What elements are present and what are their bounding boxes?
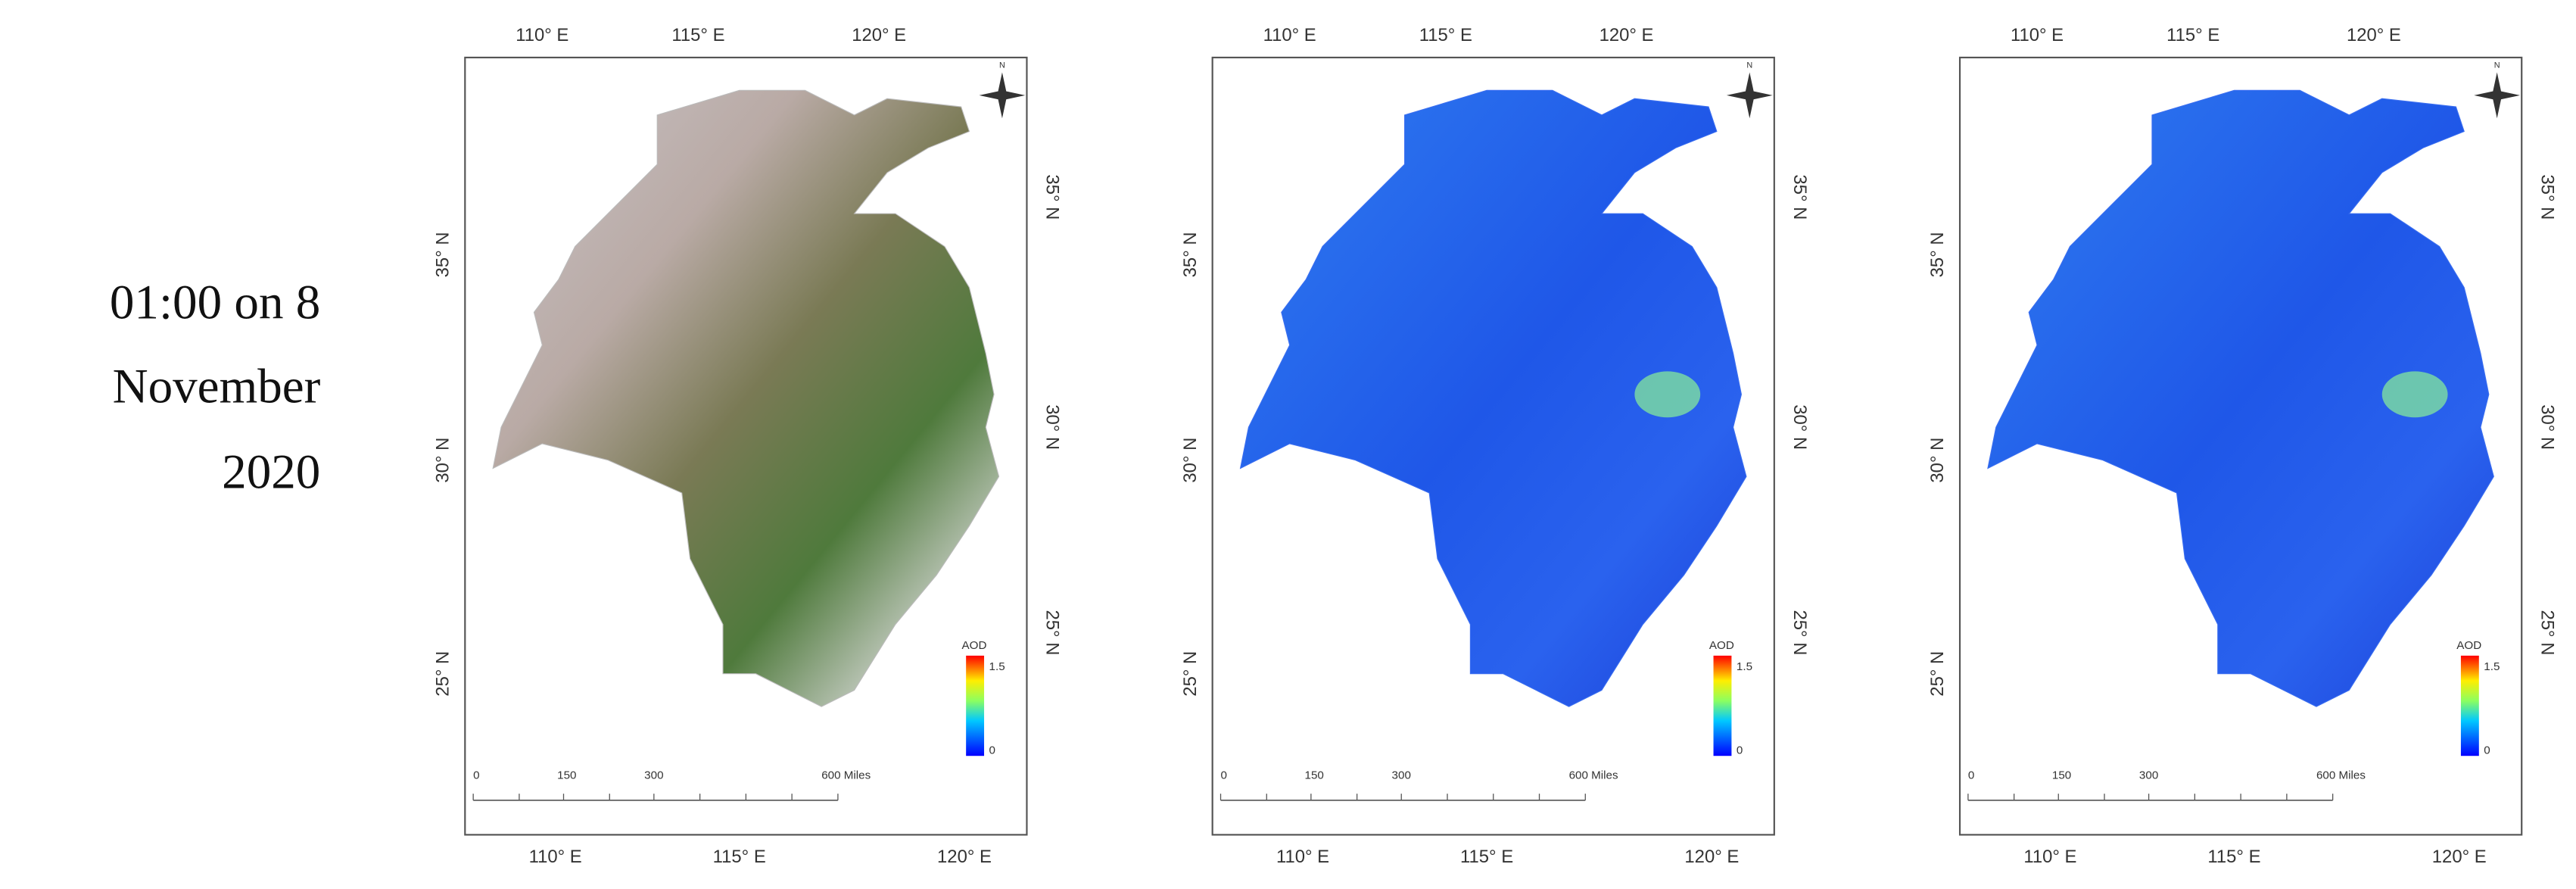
aod-hotspot bbox=[1634, 371, 1701, 418]
bottom-label: 110° E bbox=[1276, 847, 1329, 867]
right-label: 30° N bbox=[1789, 404, 1810, 450]
left-label: 30° N bbox=[1927, 438, 1948, 483]
north-label: N bbox=[1746, 61, 1752, 70]
top-label: 120° E bbox=[852, 25, 906, 45]
caption-line: November bbox=[113, 359, 321, 413]
right-label: 25° N bbox=[1789, 610, 1810, 655]
top-label: 110° E bbox=[2011, 25, 2064, 45]
legend-max: 1.5 bbox=[1737, 660, 1752, 673]
left-label: 35° N bbox=[1927, 232, 1948, 277]
legend-title: AOD bbox=[2456, 639, 2481, 652]
legend-colorbar bbox=[2460, 655, 2479, 756]
caption-line: 01:00 on 8 bbox=[110, 276, 320, 330]
bottom-label: 115° E bbox=[713, 847, 766, 867]
scale-label: 600 Miles bbox=[2316, 769, 2366, 781]
legend-colorbar bbox=[966, 655, 985, 756]
left-label: 25° N bbox=[1927, 651, 1948, 697]
scale-label: 150 bbox=[1305, 769, 1324, 781]
left-label: 30° N bbox=[432, 438, 453, 483]
right-label: 25° N bbox=[2537, 610, 2557, 655]
legend-min: 0 bbox=[989, 744, 995, 757]
legend-max: 1.5 bbox=[989, 660, 1005, 673]
region-map bbox=[1239, 89, 1747, 707]
scale-label: 150 bbox=[2052, 769, 2071, 781]
top-label: 120° E bbox=[2347, 25, 2401, 45]
left-label: 25° N bbox=[1180, 651, 1201, 697]
top-label: 115° E bbox=[2166, 25, 2219, 45]
legend-max: 1.5 bbox=[2484, 660, 2500, 673]
scale-label: 150 bbox=[557, 769, 576, 781]
map-panel: 110° E 115° E 120° E 110° E 115° E 120° E 35° … bbox=[1180, 25, 1810, 867]
legend-min: 0 bbox=[1737, 744, 1743, 757]
scale-label: 600 Miles bbox=[821, 769, 871, 781]
scale-label: 0 bbox=[1968, 769, 1974, 781]
north-label: N bbox=[999, 61, 1005, 70]
top-label: 110° E bbox=[516, 25, 568, 45]
scale-label: 300 bbox=[644, 769, 663, 781]
bottom-label: 120° E bbox=[937, 847, 992, 867]
left-label: 30° N bbox=[1180, 438, 1201, 483]
scale-label: 0 bbox=[473, 769, 479, 781]
region-map bbox=[1987, 89, 2494, 707]
north-arrow bbox=[979, 72, 1026, 119]
scale-label: 600 Miles bbox=[1569, 769, 1618, 781]
left-label: 35° N bbox=[1180, 232, 1201, 277]
right-label: 35° N bbox=[2537, 174, 2557, 220]
top-label: 110° E bbox=[1263, 25, 1316, 45]
scale-label: 300 bbox=[2139, 769, 2158, 781]
bottom-label: 120° E bbox=[1684, 847, 1739, 867]
top-label: 115° E bbox=[671, 25, 724, 45]
left-label: 35° N bbox=[432, 232, 453, 277]
scale-label: 0 bbox=[1221, 769, 1227, 781]
north-label: N bbox=[2494, 61, 2500, 70]
right-label: 35° N bbox=[1789, 174, 1810, 220]
bottom-label: 115° E bbox=[1460, 847, 1513, 867]
top-label: 120° E bbox=[1599, 25, 1654, 45]
scale-label: 300 bbox=[1392, 769, 1411, 781]
right-label: 30° N bbox=[1042, 404, 1063, 450]
north-arrow bbox=[1726, 72, 1773, 119]
caption-line: 2020 bbox=[222, 444, 320, 499]
right-label: 30° N bbox=[2537, 404, 2557, 450]
map-panel: 110° E 115° E 120° E 110° E 115° E 120° E 35° … bbox=[1927, 25, 2557, 867]
bottom-label: 110° E bbox=[529, 847, 582, 867]
map-panel: 110° E 115° E 120° E 110° E 115° E 120° E 35° … bbox=[432, 25, 1062, 867]
right-label: 35° N bbox=[1042, 174, 1063, 220]
caption: 01:00 on 8 November 2020 bbox=[110, 276, 321, 500]
left-label: 25° N bbox=[432, 651, 453, 697]
aod-hotspot bbox=[2381, 371, 2448, 418]
legend-title: AOD bbox=[1709, 639, 1734, 652]
region-map bbox=[492, 89, 1000, 707]
bottom-label: 115° E bbox=[2207, 847, 2260, 867]
legend-colorbar bbox=[1713, 655, 1732, 756]
legend-title: AOD bbox=[962, 639, 987, 652]
legend-min: 0 bbox=[2484, 744, 2490, 757]
top-label: 115° E bbox=[1419, 25, 1472, 45]
bottom-label: 110° E bbox=[2023, 847, 2076, 867]
right-label: 25° N bbox=[1042, 610, 1063, 655]
north-arrow bbox=[2474, 72, 2521, 119]
bottom-label: 120° E bbox=[2432, 847, 2487, 867]
